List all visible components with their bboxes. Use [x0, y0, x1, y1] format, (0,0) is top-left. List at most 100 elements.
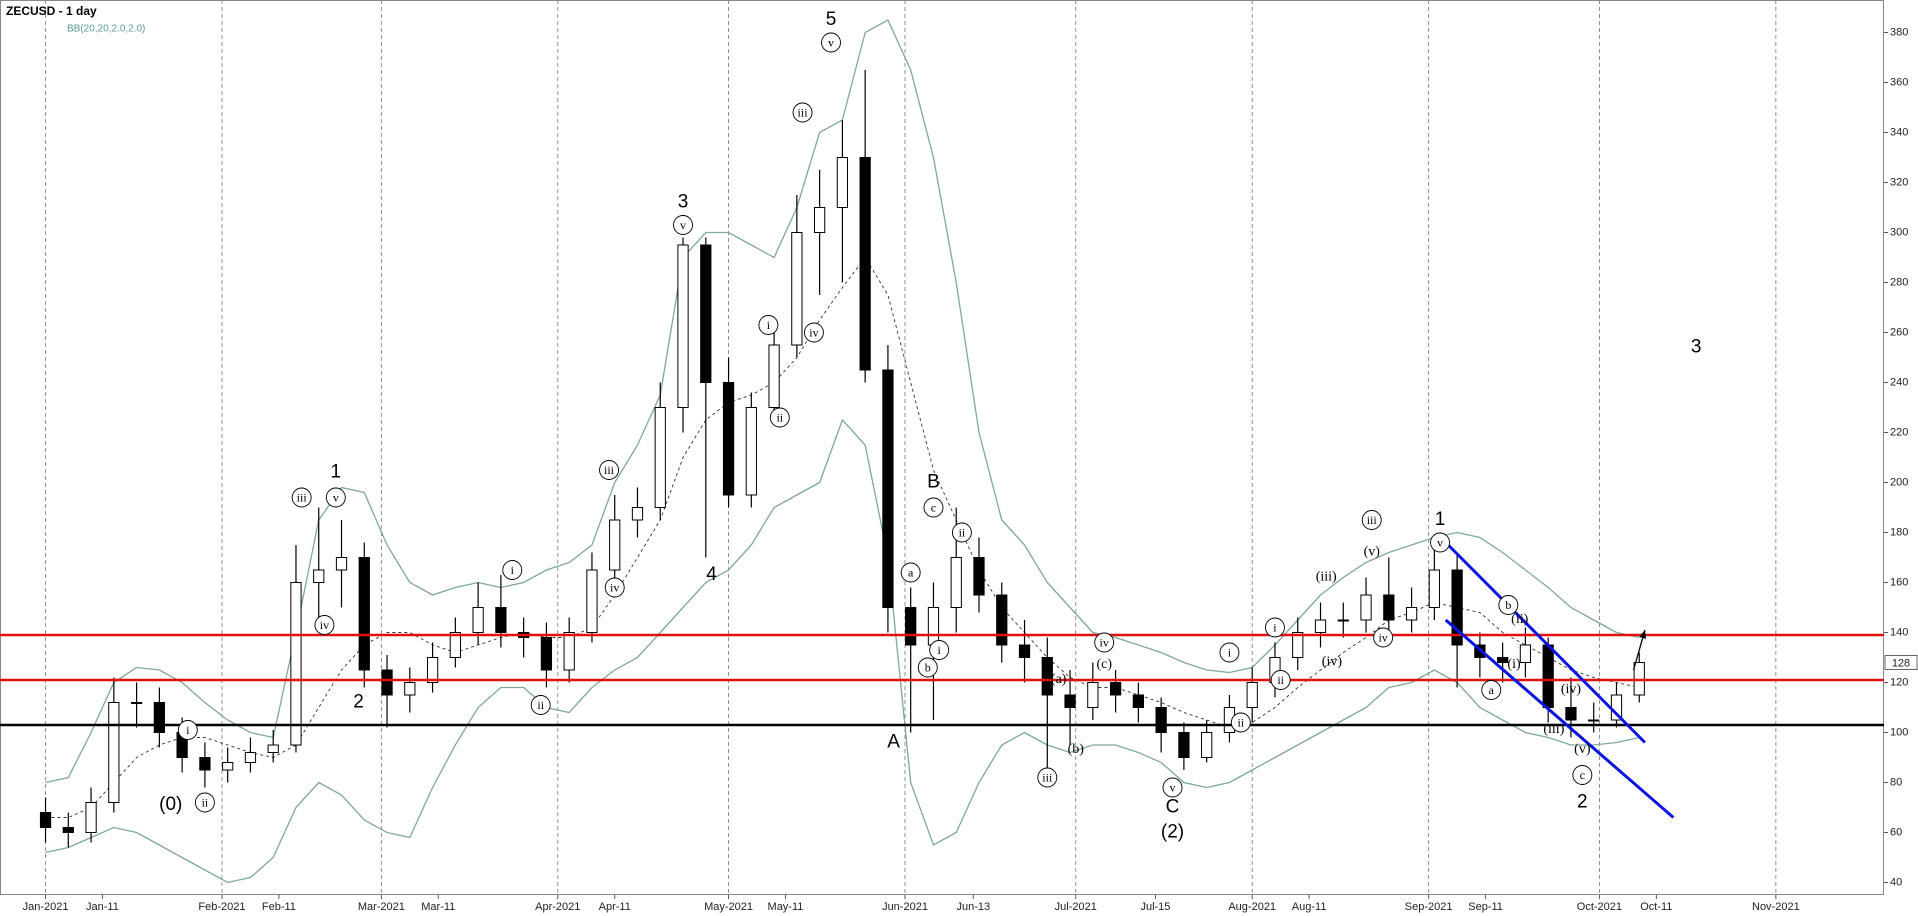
wave-label: 1: [1435, 509, 1446, 530]
label-circle: [1572, 765, 1593, 785]
candle-body: [563, 632, 575, 671]
x-tick-label: Feb-2021: [198, 901, 245, 913]
wave-label: iii: [798, 105, 809, 119]
candle-body: [609, 519, 621, 571]
wave-label: ii: [776, 410, 783, 424]
candle-body: [1109, 682, 1122, 696]
channel-line: [1444, 541, 1647, 744]
candle-body: [1542, 644, 1554, 708]
x-tick-label: Feb-11: [262, 901, 296, 913]
label-circle: [530, 695, 551, 715]
label-circle: [1265, 617, 1285, 638]
wave-label: iv: [1378, 630, 1387, 644]
x-tick-label: Jul-2021: [1055, 901, 1097, 913]
wave-label: iv: [1100, 635, 1109, 649]
candle-body: [586, 569, 598, 633]
candle-body: [1588, 719, 1600, 722]
candle-body: [313, 569, 325, 583]
y-tick-label: 200: [1890, 476, 1908, 488]
label-circle: [1037, 767, 1058, 788]
wave-label: (ii): [1511, 612, 1528, 627]
candle-body: [290, 582, 302, 746]
wave-label: iv: [809, 325, 818, 339]
label-circle: [803, 322, 824, 343]
candle-body: [1405, 607, 1418, 621]
candle-body: [1519, 644, 1532, 663]
candle-body: [882, 369, 894, 608]
candle-body: [1383, 594, 1395, 621]
label-circle: [673, 215, 693, 235]
wave-label: 1: [331, 462, 342, 483]
candle-body: [62, 827, 74, 833]
wave-label: (b): [1068, 742, 1085, 757]
candle-body: [1041, 657, 1053, 696]
wave-label: i: [511, 563, 515, 577]
candle-body: [927, 607, 940, 646]
wave-label: iii: [297, 490, 308, 504]
candle-body: [654, 407, 666, 508]
label-circle: [923, 497, 944, 518]
label-circle: [917, 657, 938, 678]
wave-label: (v): [1574, 742, 1591, 757]
candle-body: [1018, 644, 1031, 658]
wave-label: (v): [1364, 545, 1381, 560]
wave-label: (iii): [1316, 570, 1337, 585]
wave-label: (c): [1096, 657, 1112, 672]
candle-body: [358, 557, 370, 671]
label-circle: [1162, 777, 1183, 798]
label-circle: [194, 792, 215, 813]
label-circle: [1430, 532, 1450, 553]
x-tick-label: Jul-15: [1140, 901, 1170, 913]
bb-lower: [45, 418, 1640, 884]
candle-body: [859, 157, 871, 371]
candle-body: [814, 207, 826, 233]
wave-label: A: [887, 732, 900, 753]
wave-label: 5: [826, 9, 837, 30]
y-tick-label: 100: [1890, 726, 1908, 738]
x-tick-label: Nov-2021: [1752, 901, 1800, 913]
wave-label: a: [1489, 683, 1495, 697]
wave-label: ii: [1237, 715, 1244, 729]
candle-body: [722, 382, 735, 496]
label-circle: [900, 562, 921, 583]
wave-label: i: [937, 643, 941, 657]
y-tick-label: 360: [1890, 76, 1908, 88]
label-circle: [792, 102, 813, 123]
y-tick-label: 260: [1890, 326, 1908, 338]
candle-body: [1314, 619, 1327, 633]
wave-label: ii: [202, 795, 209, 809]
wave-label: v: [1437, 535, 1443, 549]
label-circle: [502, 560, 523, 580]
candle-body: [631, 507, 644, 521]
y-tick-label: 320: [1890, 176, 1908, 188]
x-tick-label: Jun-2021: [882, 901, 928, 913]
label-circle: [821, 32, 841, 53]
x-tick-label: Jun-13: [956, 901, 990, 913]
wave-label: iii: [1367, 513, 1378, 527]
wave-label: 3: [1691, 337, 1702, 358]
candle-body: [1451, 569, 1463, 646]
label-circle: [1481, 680, 1502, 700]
candle-body: [199, 757, 211, 771]
wave-label: 2: [353, 692, 364, 713]
candle-body: [1337, 619, 1349, 622]
candle-body: [222, 762, 234, 771]
wave-label: v: [1170, 780, 1176, 794]
candle-body: [449, 632, 461, 658]
label-circle: [599, 460, 619, 480]
candle-body: [1155, 707, 1167, 733]
grid: [45, 0, 1888, 899]
label-circle: [177, 720, 198, 740]
candle-body: [836, 157, 849, 208]
candle-body: [791, 232, 803, 346]
candle-body: [153, 702, 165, 733]
candle-body: [973, 557, 985, 596]
y-tick-label: 220: [1890, 426, 1908, 438]
candle-body: [1178, 732, 1190, 758]
y-tick-label: 160: [1890, 576, 1908, 588]
wave-label: (i): [1507, 657, 1521, 672]
wave-label: i: [186, 723, 190, 737]
wave-label: 4: [706, 564, 717, 585]
x-tick-label: May-11: [768, 901, 804, 913]
wave-label: b: [925, 660, 931, 674]
